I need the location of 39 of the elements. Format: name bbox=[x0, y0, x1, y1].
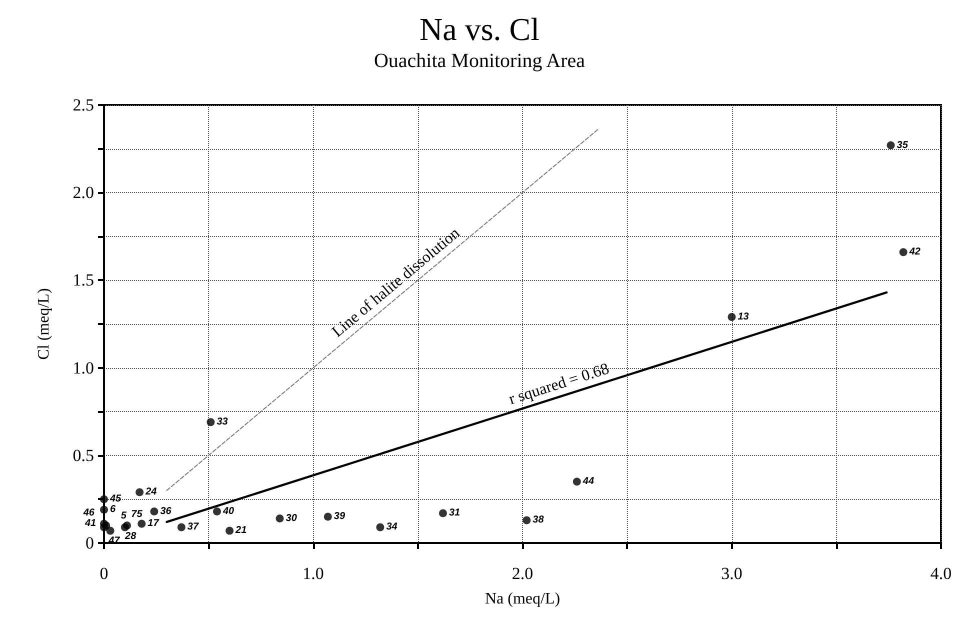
y-tick-label: 2.0 bbox=[72, 183, 94, 202]
y-tick-label: 0.5 bbox=[72, 446, 94, 465]
annotation: 40 bbox=[222, 506, 235, 517]
x-tick-label: 3.0 bbox=[721, 564, 742, 583]
annotation: 44 bbox=[582, 476, 594, 488]
annotation: 37 bbox=[187, 522, 199, 533]
annotation: 30 bbox=[286, 512, 298, 524]
annotation: 45 bbox=[109, 494, 122, 505]
annotation: 31 bbox=[448, 508, 461, 519]
y-tick-label: 0 bbox=[86, 534, 94, 552]
annotation: 24 bbox=[144, 486, 158, 498]
annotation: 34 bbox=[386, 522, 398, 533]
annotation: 46 bbox=[82, 508, 95, 519]
x-tick-label: 4.0 bbox=[930, 564, 952, 583]
y-tick-label: 2.5 bbox=[72, 96, 94, 114]
y-tick-label: 1.5 bbox=[72, 270, 94, 290]
annotation: 13 bbox=[738, 311, 750, 322]
y-tick-label: 1.0 bbox=[72, 358, 94, 378]
annotation: r squared = 0.68 bbox=[506, 360, 612, 408]
text: 0 bbox=[100, 564, 108, 583]
annotation: 21 bbox=[234, 525, 248, 536]
annotation: 75 bbox=[131, 509, 143, 520]
annotation: 17 bbox=[148, 518, 160, 530]
annotation: 6 bbox=[110, 504, 116, 516]
annotation: 28 bbox=[124, 530, 137, 542]
x-axis-title: Na (meq/L) bbox=[484, 590, 560, 608]
annotation: 41 bbox=[84, 518, 97, 530]
x-tick-label: 2.0 bbox=[512, 564, 534, 583]
chart-subtitle: Ouachita Monitoring Area bbox=[374, 50, 586, 72]
annotation: 38 bbox=[532, 514, 544, 526]
annotation: 42 bbox=[908, 246, 921, 258]
annotation: 36 bbox=[160, 506, 172, 517]
x-tick-label: 1.0 bbox=[302, 564, 324, 583]
annotation: 33 bbox=[216, 416, 228, 428]
annotation: 5 bbox=[120, 510, 127, 522]
annotation: 35 bbox=[896, 140, 908, 151]
y-axis-title: Cl (meq/L) bbox=[36, 288, 52, 360]
annotation: 39 bbox=[334, 511, 346, 522]
chart-title: Na vs. Cl bbox=[420, 11, 540, 47]
